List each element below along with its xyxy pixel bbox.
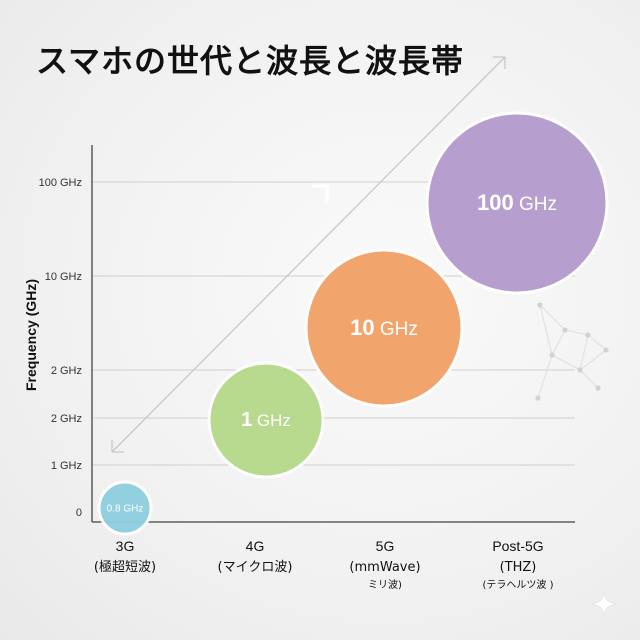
- x-category-label: Post-5G: [492, 538, 543, 554]
- x-category-sublabel: (THZ): [500, 560, 537, 575]
- x-category-sublabel-2: (テラヘルツ波 ): [483, 578, 554, 591]
- trend-arrow-line: [111, 56, 506, 453]
- trend-arrow-head: [493, 56, 506, 69]
- network-node: [535, 395, 541, 401]
- network-node: [537, 302, 543, 308]
- bubble-label: 10 GHz: [350, 315, 418, 340]
- x-category-label: 3G: [116, 538, 135, 554]
- network-node: [577, 367, 583, 373]
- y-tick-label: 1 GHz: [51, 460, 82, 472]
- sparkle-icon: [590, 590, 618, 618]
- y-tick-label: 10 GHz: [45, 271, 82, 283]
- network-node: [603, 347, 609, 353]
- bubble-label: 100 GHz: [477, 190, 557, 215]
- network-edge: [587, 334, 607, 351]
- bubble-label: 0.8 GHz: [107, 504, 144, 515]
- bubble-label: 1 GHz: [241, 409, 291, 431]
- chart-title: スマホの世代と波長と波長帯: [36, 42, 465, 80]
- x-category-sublabel: (mmWave): [349, 560, 420, 575]
- bubble-5g: [304, 248, 464, 408]
- y-tick-label: 2 GHz: [51, 413, 82, 425]
- network-edge: [564, 329, 589, 336]
- network-edge: [551, 329, 566, 356]
- network-edge: [537, 354, 553, 399]
- x-category-sublabel: (マイクロ波): [218, 560, 293, 575]
- x-category-label: 5G: [376, 538, 395, 554]
- y-tick-label: 0: [76, 507, 82, 519]
- network-edge: [579, 349, 607, 371]
- x-category-sublabel-2: ミリ波): [368, 578, 402, 591]
- y-tick-label: 2 GHz: [51, 365, 82, 377]
- network-edge: [579, 369, 599, 389]
- y-tick-label: 100 GHz: [39, 177, 82, 189]
- network-edge: [539, 304, 553, 356]
- bubble-4g: [207, 361, 325, 479]
- x-category-sublabel: (極超短波): [94, 559, 156, 575]
- trend-arrow-tail: [111, 440, 124, 453]
- network-edge: [579, 334, 589, 371]
- bubble-post-5g: [425, 111, 609, 295]
- network-node: [585, 332, 591, 338]
- network-node: [562, 327, 568, 333]
- network-edge: [539, 304, 566, 331]
- bubble-3g: [97, 480, 153, 536]
- network-node: [549, 352, 555, 358]
- y-axis-label: Frequency (GHz): [23, 279, 39, 391]
- network-edge: [551, 354, 581, 371]
- corner-mark: [312, 184, 329, 201]
- network-node: [595, 385, 601, 391]
- x-category-label: 4G: [246, 538, 265, 554]
